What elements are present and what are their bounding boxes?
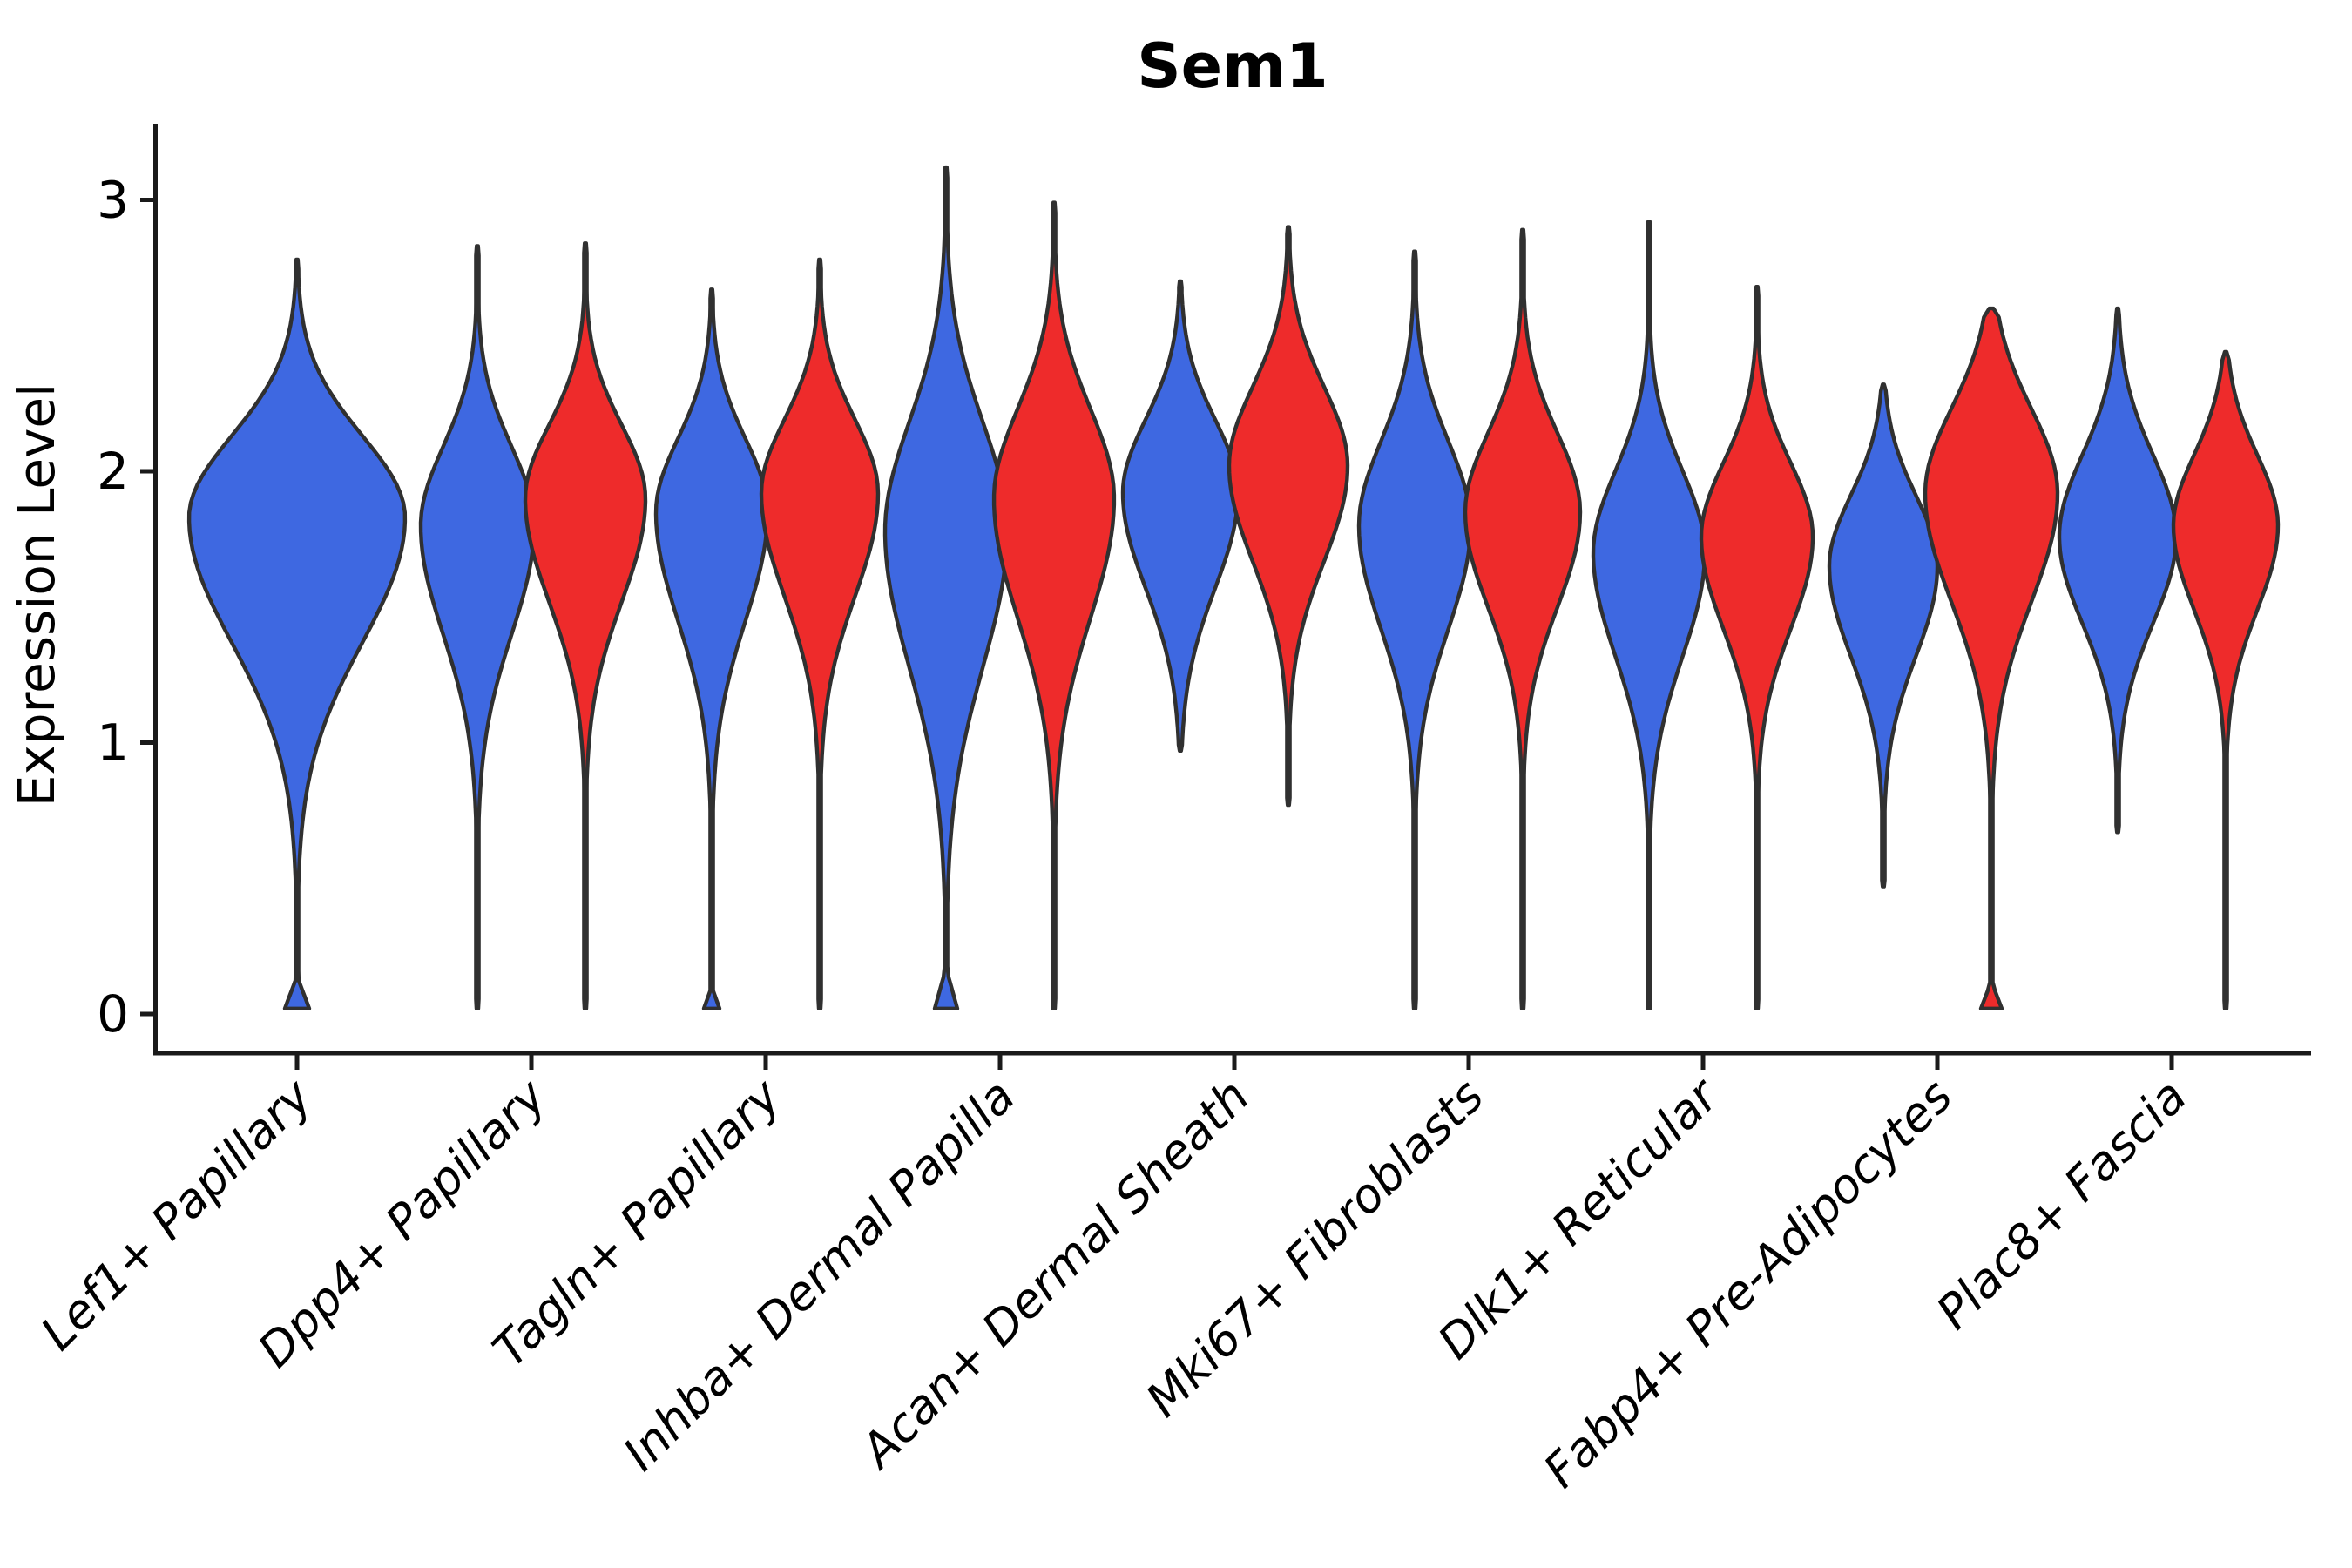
violin-7-red <box>1923 306 2060 1010</box>
violin-8-blue <box>2057 306 2179 835</box>
y-tick-label: 1 <box>97 713 129 773</box>
x-tick-label: Inhba+ Dermal Papilla <box>612 1069 1025 1482</box>
violin-6-blue <box>1591 220 1707 1010</box>
x-tick-label: Fabp4+ Pre-Adipocytes <box>1533 1069 1963 1498</box>
violin-3-blue <box>882 165 1010 1010</box>
violin-6-red <box>1699 285 1815 1010</box>
violin-3-red <box>991 200 1117 1010</box>
chart-title: Sem1 <box>1137 30 1328 102</box>
violin-4-blue <box>1120 279 1240 753</box>
y-ticks-layer: 0 1 2 3 <box>97 171 155 1044</box>
violin-2-blue <box>653 287 770 1010</box>
violin-5-blue <box>1356 249 1473 1010</box>
violin-4-red <box>1227 225 1350 808</box>
violin-1-blue <box>418 244 537 1010</box>
y-tick-label: 0 <box>97 984 129 1044</box>
x-tick-label: Acan+ Dermal Sheath <box>848 1069 1260 1480</box>
violin-0-blue <box>186 257 408 1010</box>
violins-layer <box>186 165 2281 1010</box>
violin-8-red <box>2171 349 2281 1010</box>
y-tick-label: 3 <box>97 171 129 230</box>
violin-2-red <box>759 257 881 1010</box>
y-tick-label: 2 <box>97 442 129 501</box>
x-tick-label: Plac8+ Fascia <box>1926 1069 2197 1340</box>
violin-5-red <box>1463 227 1583 1010</box>
y-axis-label: Expression Level <box>7 383 66 807</box>
violin-7-blue <box>1827 382 1940 889</box>
violin-1-red <box>523 241 648 1010</box>
